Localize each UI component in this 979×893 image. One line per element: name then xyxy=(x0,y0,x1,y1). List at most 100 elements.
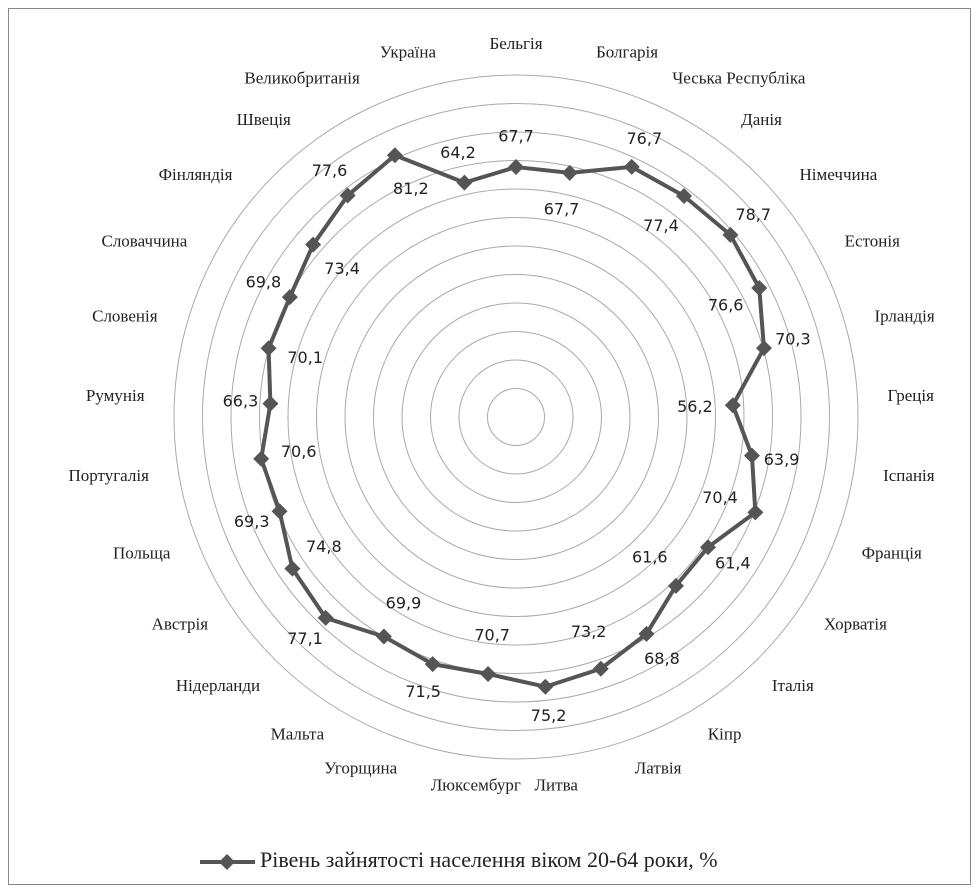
data-point xyxy=(592,660,609,677)
data-label: 64,2 xyxy=(440,143,476,162)
category-label: Франція xyxy=(862,544,922,563)
data-label: 71,5 xyxy=(405,682,441,701)
data-point xyxy=(281,289,298,306)
data-point xyxy=(667,577,684,594)
data-label: 61,6 xyxy=(632,548,668,567)
data-point xyxy=(480,665,497,682)
grid-ring xyxy=(344,245,688,589)
data-label: 67,7 xyxy=(544,200,580,219)
data-label: 56,2 xyxy=(677,397,713,416)
category-label: Португалія xyxy=(68,466,149,485)
category-label: Словаччина xyxy=(101,232,187,251)
category-label: Україна xyxy=(380,43,437,62)
category-label: Данія xyxy=(741,110,782,129)
data-point xyxy=(751,280,768,297)
data-label: 77,6 xyxy=(312,161,348,180)
data-point xyxy=(743,447,760,464)
data-point xyxy=(724,397,741,414)
data-point xyxy=(253,450,270,467)
chart-border xyxy=(8,8,971,885)
data-label: 70,4 xyxy=(702,488,738,507)
grid-ring xyxy=(316,217,716,617)
grid-ring xyxy=(230,131,802,703)
data-label: 67,7 xyxy=(498,127,534,146)
data-label: 74,8 xyxy=(306,537,342,556)
grid-ring xyxy=(287,188,745,646)
grid-ring xyxy=(373,274,659,560)
series-line xyxy=(259,153,766,689)
data-point xyxy=(375,628,392,645)
data-point xyxy=(424,656,441,673)
data-point xyxy=(305,236,322,253)
data-label: 73,4 xyxy=(324,259,360,278)
data-label: 70,7 xyxy=(474,626,510,645)
grid-ring xyxy=(401,302,631,532)
category-label: Великобританія xyxy=(244,68,360,87)
data-point xyxy=(722,226,739,243)
data-label: 76,7 xyxy=(627,129,663,148)
category-label: Кіпр xyxy=(708,725,742,744)
data-label: 73,2 xyxy=(571,622,607,641)
grid-ring xyxy=(430,331,602,503)
data-label: 68,8 xyxy=(644,649,680,668)
grid-ring xyxy=(458,359,574,475)
category-label: Румунія xyxy=(86,386,145,405)
category-label: Мальта xyxy=(271,725,325,744)
category-label: Словенія xyxy=(92,306,158,325)
category-label: Угорщина xyxy=(324,758,397,777)
data-point xyxy=(317,609,334,626)
grid-ring xyxy=(173,74,859,760)
data-label: 69,9 xyxy=(386,593,422,612)
data-label: 69,8 xyxy=(246,273,282,292)
category-label: Польща xyxy=(113,544,171,563)
category-label: Латвія xyxy=(635,758,682,777)
data-point xyxy=(638,625,655,642)
category-label: Іспанія xyxy=(883,466,935,485)
category-label: Естонія xyxy=(845,232,900,251)
category-label: Нідерланди xyxy=(176,676,260,695)
data-point xyxy=(262,395,279,412)
legend-marker xyxy=(219,854,235,870)
data-point xyxy=(537,678,554,695)
category-label: Бельгія xyxy=(489,34,542,53)
data-label: 70,3 xyxy=(775,330,811,349)
category-label: Литва xyxy=(535,776,579,795)
category-label: Хорватія xyxy=(824,615,887,634)
data-label: 66,3 xyxy=(223,392,259,411)
data-point xyxy=(747,504,764,521)
data-label: 63,9 xyxy=(764,450,800,469)
data-point xyxy=(700,539,717,556)
data-point xyxy=(339,187,356,204)
data-point xyxy=(561,164,578,181)
data-label: 69,3 xyxy=(234,512,270,531)
data-point xyxy=(755,340,772,357)
data-label: 70,6 xyxy=(281,442,317,461)
data-label: 76,6 xyxy=(708,295,744,314)
data-point xyxy=(456,174,473,191)
data-label: 70,1 xyxy=(287,348,323,367)
data-point xyxy=(386,147,403,164)
grid-ring xyxy=(202,103,830,731)
data-label: 81,2 xyxy=(393,179,429,198)
data-label: 78,7 xyxy=(735,205,771,224)
category-label: Ірландія xyxy=(874,306,934,325)
grid-ring xyxy=(487,388,545,446)
data-label: 75,2 xyxy=(531,706,567,725)
category-label: Італія xyxy=(772,676,814,695)
data-label: 61,4 xyxy=(715,554,751,573)
category-label: Німеччина xyxy=(800,165,878,184)
data-label: 77,1 xyxy=(287,629,323,648)
data-point xyxy=(271,503,288,520)
category-label: Греція xyxy=(887,386,934,405)
data-point xyxy=(623,158,640,175)
data-point xyxy=(675,188,692,205)
category-label: Швеція xyxy=(237,110,291,129)
data-point xyxy=(284,560,301,577)
data-point xyxy=(508,159,524,176)
category-label: Люксембург xyxy=(431,776,521,795)
data-point xyxy=(260,340,277,357)
category-label: Чеська Республіка xyxy=(672,68,806,87)
category-label: Фінляндія xyxy=(159,165,233,184)
